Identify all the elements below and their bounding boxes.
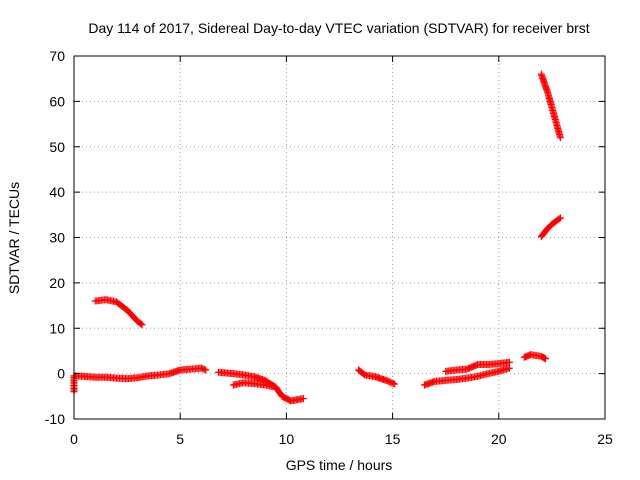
x-tick-label: 10 xyxy=(279,431,295,447)
x-tick-label: 5 xyxy=(176,431,184,447)
series-segment-7 xyxy=(442,358,513,375)
y-tick-label: 40 xyxy=(49,184,65,200)
series-segment-1 xyxy=(70,364,210,396)
axes: -10 0 10 20 30 40 50 60 70 0 5 10 15 20 25 xyxy=(45,48,613,447)
data-point-marker xyxy=(505,358,513,366)
series-segment-6 xyxy=(420,364,513,389)
series-segment-5 xyxy=(355,366,399,388)
data-point-marker xyxy=(391,380,399,388)
data-point-marker xyxy=(505,364,513,372)
y-tick-label: 50 xyxy=(49,139,65,155)
data-point-marker xyxy=(542,355,550,363)
series-segment-9 xyxy=(537,214,564,241)
x-tick-label: 0 xyxy=(70,431,78,447)
y-tick-label: 60 xyxy=(49,93,65,109)
y-tick-label: 10 xyxy=(49,320,65,336)
y-tick-label: 70 xyxy=(49,48,65,64)
data-point-marker xyxy=(137,320,145,328)
data-point-marker xyxy=(272,383,280,391)
data-point-marker xyxy=(389,379,397,387)
series-segment-8 xyxy=(520,351,550,363)
data-series xyxy=(70,70,564,405)
data-point-marker xyxy=(299,395,307,403)
series-segment-4 xyxy=(229,379,280,391)
plot-frame xyxy=(73,55,606,420)
y-tick-label: -10 xyxy=(45,411,65,427)
y-axis-label: SDTVAR / TECUs xyxy=(6,182,22,294)
data-point-marker xyxy=(138,321,146,329)
data-point-marker xyxy=(555,215,563,223)
y-tick-label: 20 xyxy=(49,275,65,291)
y-tick-label: 0 xyxy=(57,366,65,382)
x-tick-label: 25 xyxy=(597,431,613,447)
data-point-marker xyxy=(200,365,208,373)
series-segment-10 xyxy=(537,70,564,142)
grid-lines xyxy=(74,56,605,419)
x-axis-label: GPS time / hours xyxy=(286,457,393,473)
x-tick-label: 20 xyxy=(491,431,507,447)
y-tick-label: 30 xyxy=(49,230,65,246)
x-tick-label: 15 xyxy=(385,431,401,447)
chart-title: Day 114 of 2017, Sidereal Day-to-day VTE… xyxy=(88,20,589,36)
data-point-marker xyxy=(556,134,564,142)
data-point-marker xyxy=(202,366,210,374)
data-point-marker xyxy=(556,214,564,222)
series-segment-2 xyxy=(91,296,146,329)
